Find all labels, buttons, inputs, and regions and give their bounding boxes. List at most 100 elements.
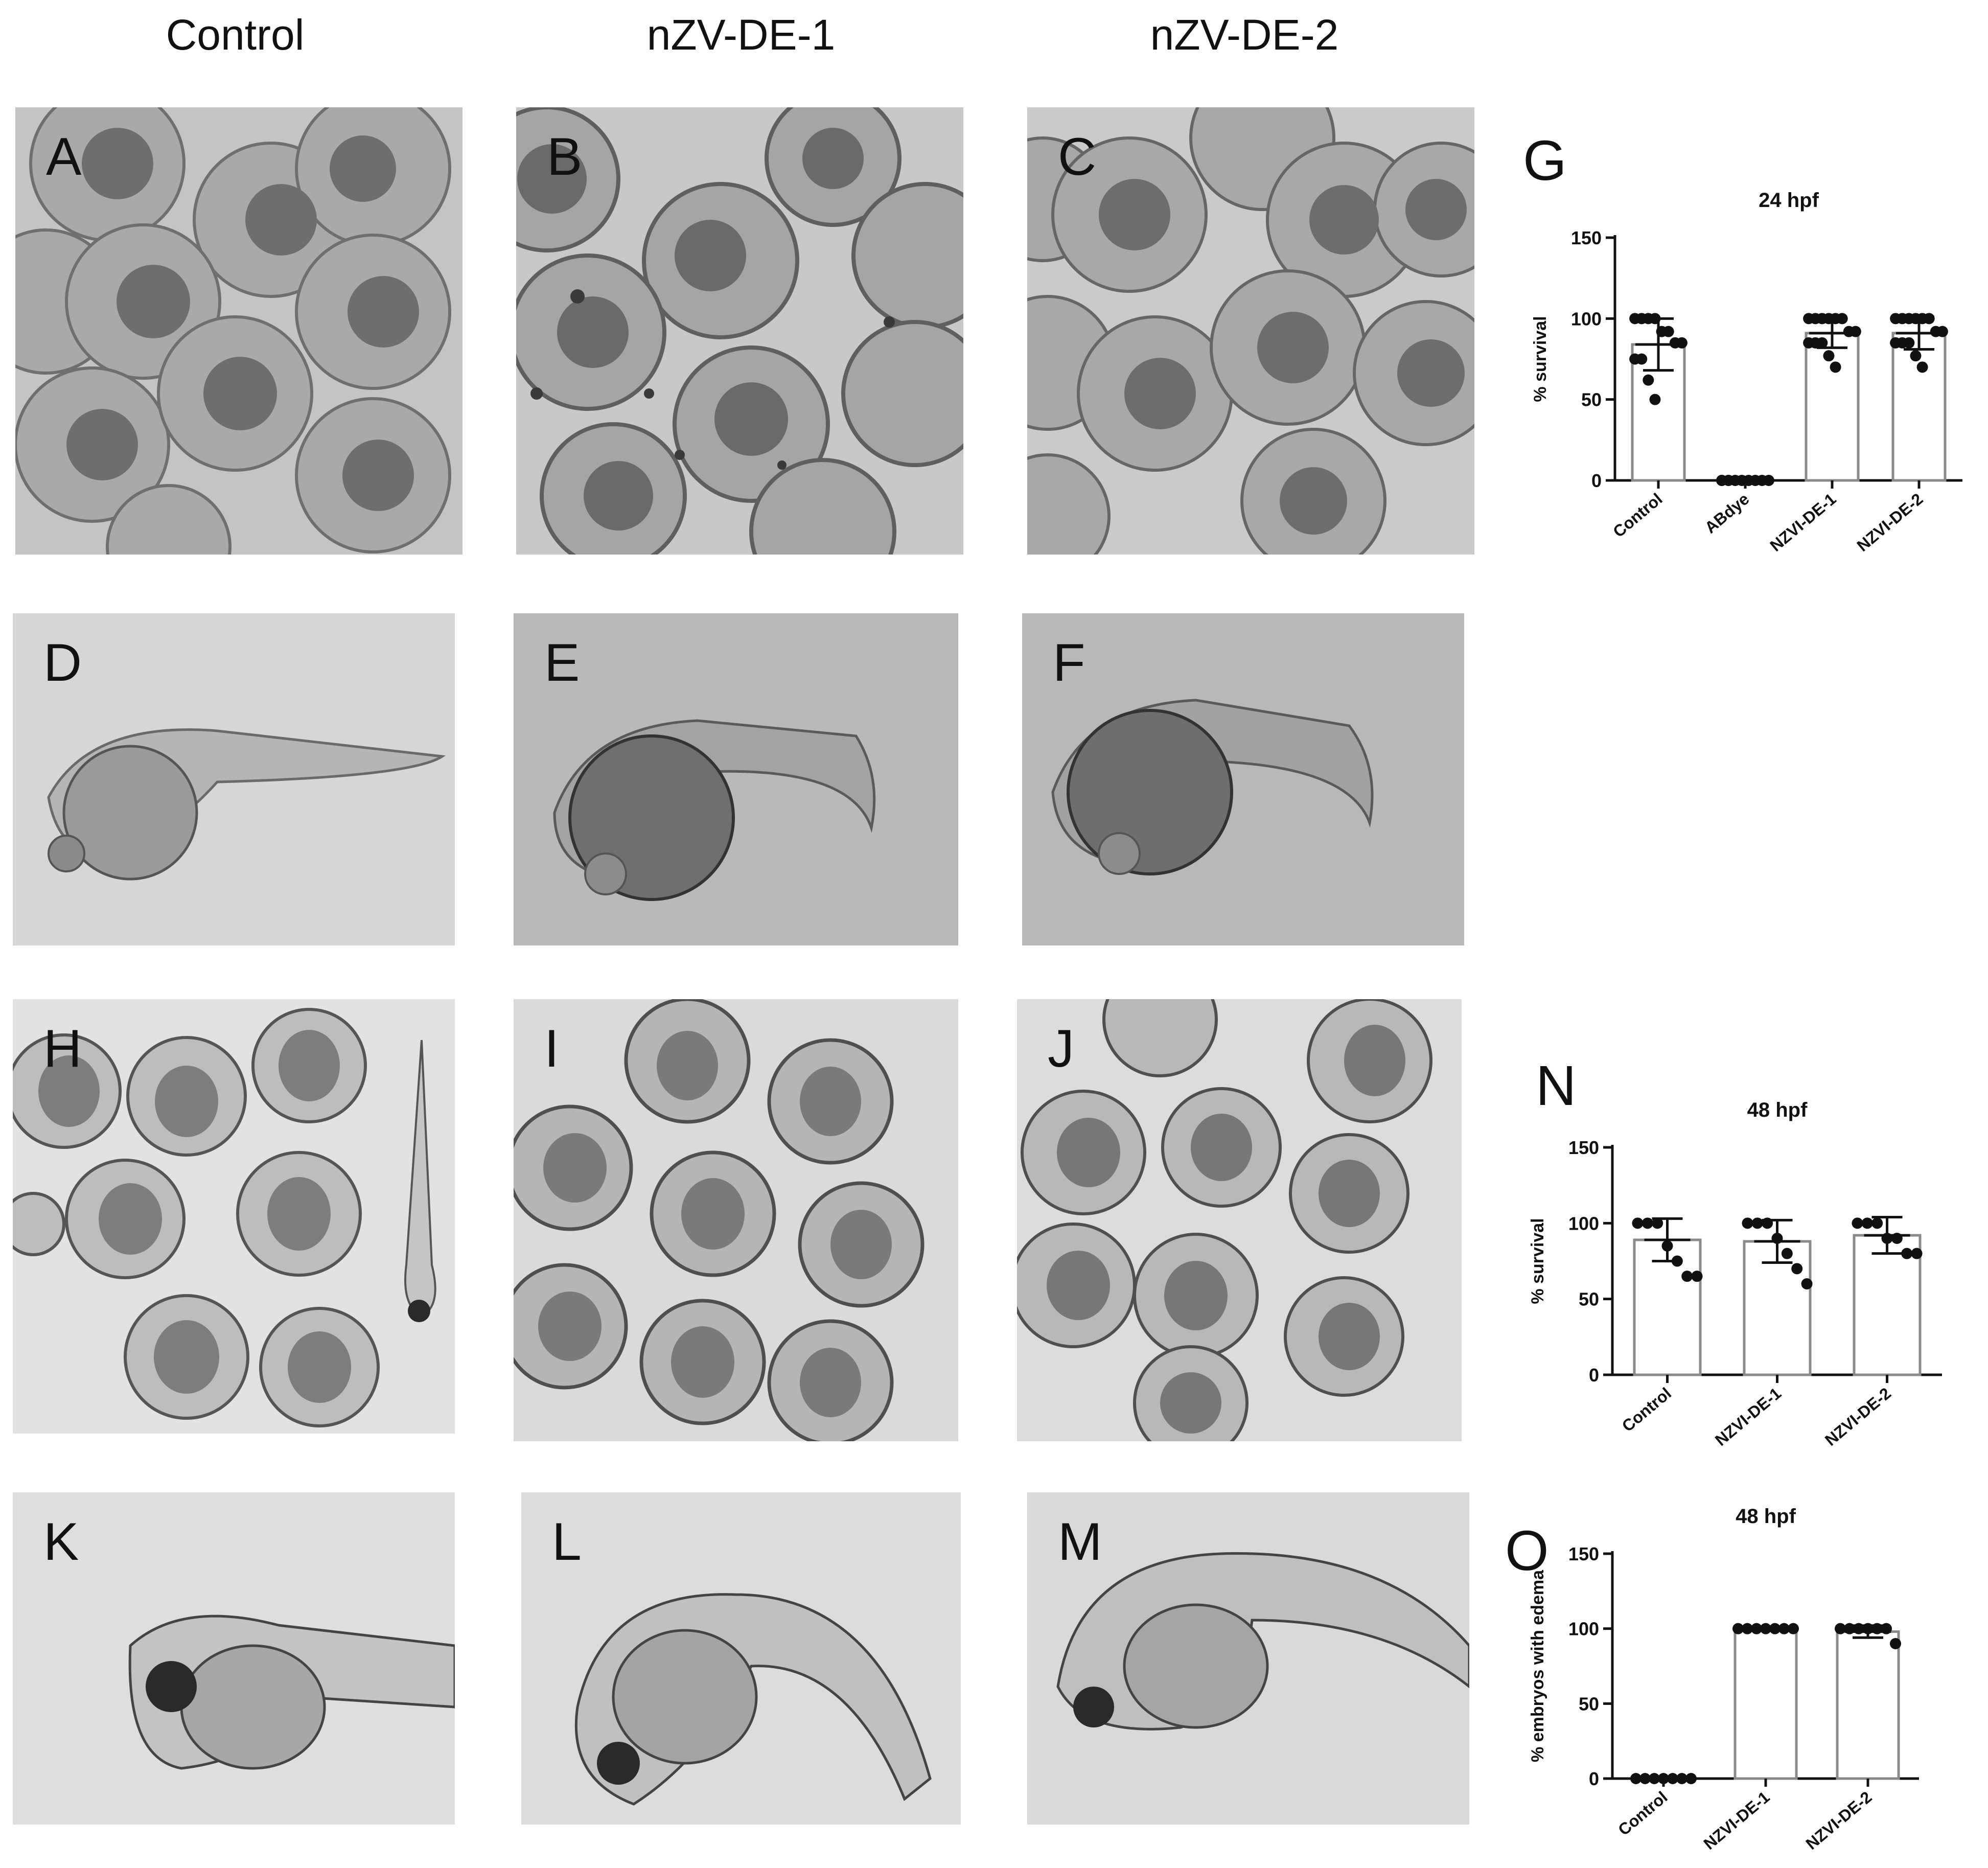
micrograph-panel-j: J	[1017, 999, 1462, 1441]
panel-label: C	[1058, 127, 1097, 187]
micrograph-panel-d: D	[13, 613, 455, 945]
panel-label: F	[1053, 633, 1085, 693]
panel-label: M	[1058, 1512, 1102, 1572]
y-tick-label: 50	[1579, 1289, 1599, 1310]
data-point	[1681, 1271, 1693, 1282]
chart-title: 48 hpf	[1736, 1505, 1796, 1528]
chart-48hpf-survival: 48 hpf % survival 0 50 100 150 Control NZVI-DE-…	[1528, 1083, 1973, 1482]
embryo-larva-image	[574, 1593, 932, 1806]
data-point	[1636, 353, 1648, 365]
panel-label: I	[544, 1019, 559, 1078]
embryo-chorion-image	[15, 107, 451, 555]
data-point	[1642, 1217, 1653, 1229]
data-point	[1852, 1217, 1863, 1229]
embryo-chorion-image	[1017, 999, 1432, 1441]
chart-label-n: N	[1536, 1054, 1577, 1117]
y-tick-label: 100	[1571, 308, 1602, 329]
chart-24hpf-survival: 24 hpf % survival 0 50 100 150 Control ABdye NZV…	[1523, 169, 1973, 567]
y-tick-label: 150	[1568, 1137, 1599, 1158]
data-point	[1923, 313, 1935, 325]
embryo-chorion-image	[514, 999, 924, 1441]
data-point	[1871, 1217, 1883, 1229]
data-point	[1676, 337, 1688, 349]
data-point	[1763, 475, 1774, 486]
chart-label-g: G	[1523, 129, 1567, 192]
data-point	[1649, 394, 1661, 405]
embryo-larva-image	[1056, 1552, 1469, 1731]
data-point	[1901, 1248, 1913, 1259]
x-tick-label: NZVI-DE-1	[1700, 1788, 1773, 1853]
data-point	[1801, 1278, 1813, 1289]
data-point	[1751, 1217, 1763, 1229]
panel-label: K	[43, 1512, 79, 1572]
data-point	[1791, 1263, 1803, 1275]
micrograph-panel-h: H	[13, 999, 455, 1434]
data-point	[1916, 361, 1928, 373]
panel-label: B	[547, 127, 583, 187]
y-axis-label: % survival	[1528, 1218, 1547, 1304]
y-tick-label: 100	[1568, 1619, 1599, 1640]
y-axis-label: % embryos with edema	[1528, 1570, 1547, 1762]
x-tick-label: NZVI-DE-1	[1712, 1384, 1785, 1449]
column-title-nzv-de-1: nZV-DE-1	[646, 11, 836, 59]
micrograph-panel-m: M	[1027, 1492, 1469, 1825]
data-point	[1732, 1623, 1744, 1634]
micrograph-panel-a: A	[15, 107, 463, 555]
column-title-control: Control	[166, 11, 305, 59]
y-axis-label: % survival	[1531, 316, 1550, 402]
micrograph-panel-b: B	[516, 107, 963, 555]
embryo-chorion-image	[516, 107, 963, 555]
micrograph-panel-e: E	[514, 613, 958, 945]
embryo-larva-image	[553, 719, 876, 901]
data-point	[1816, 337, 1828, 349]
panel-label: H	[43, 1019, 82, 1078]
y-tick-label: 0	[1589, 1768, 1599, 1789]
data-point	[1861, 1217, 1873, 1229]
x-tick-label: NZVI-DE-2	[1802, 1788, 1876, 1853]
data-point	[1643, 374, 1654, 386]
data-point	[1911, 1248, 1923, 1259]
panel-label: A	[46, 127, 82, 187]
x-tick-label: NZVI-DE-2	[1854, 490, 1927, 555]
panel-label: L	[552, 1512, 582, 1572]
micrograph-panel-l: L	[521, 1492, 961, 1825]
chart-48hpf-edema: 48 hpf % embryos with edema 0 50 100 150 Contr…	[1528, 1497, 1975, 1865]
y-tick-label: 50	[1581, 389, 1602, 410]
bar	[1836, 1630, 1900, 1780]
column-title-nzv-de-2: nZV-DE-2	[1150, 11, 1339, 59]
y-tick-label: 0	[1589, 1365, 1599, 1386]
data-point	[1662, 326, 1674, 337]
data-point	[1652, 1217, 1663, 1229]
data-point	[1742, 1217, 1753, 1229]
data-point	[1835, 1623, 1846, 1634]
y-tick-label: 150	[1571, 227, 1602, 248]
data-point	[1936, 326, 1948, 337]
data-point	[1830, 361, 1841, 373]
x-tick-label: Control	[1619, 1384, 1675, 1436]
micrograph-panel-f: F	[1022, 613, 1464, 945]
bar	[1733, 1627, 1798, 1780]
panel-label: D	[43, 633, 82, 693]
embryo-larva-image	[1051, 699, 1374, 875]
embryo-larva-image	[128, 1615, 455, 1770]
data-point	[1781, 1248, 1793, 1259]
x-tick-label: Control	[1614, 1788, 1671, 1839]
data-point	[1685, 1773, 1697, 1784]
x-tick-label: NZVI-DE-1	[1767, 490, 1840, 555]
data-point	[1910, 350, 1922, 362]
data-point	[1632, 1217, 1644, 1229]
y-tick-label: 0	[1591, 470, 1602, 491]
micrograph-panel-k: K	[13, 1492, 455, 1825]
embryo-chorion-image	[1027, 107, 1474, 555]
y-tick-label: 50	[1579, 1693, 1599, 1714]
embryo-larva-image	[47, 728, 446, 881]
data-point	[1823, 350, 1835, 362]
data-point	[1630, 1773, 1642, 1784]
data-point	[1850, 326, 1861, 337]
embryo-chorion-image	[13, 1008, 436, 1427]
data-point	[1890, 1638, 1901, 1649]
data-point	[1691, 1271, 1703, 1282]
data-point	[1903, 337, 1915, 349]
panel-label: J	[1048, 1019, 1074, 1078]
chart-label-o: O	[1505, 1519, 1549, 1582]
